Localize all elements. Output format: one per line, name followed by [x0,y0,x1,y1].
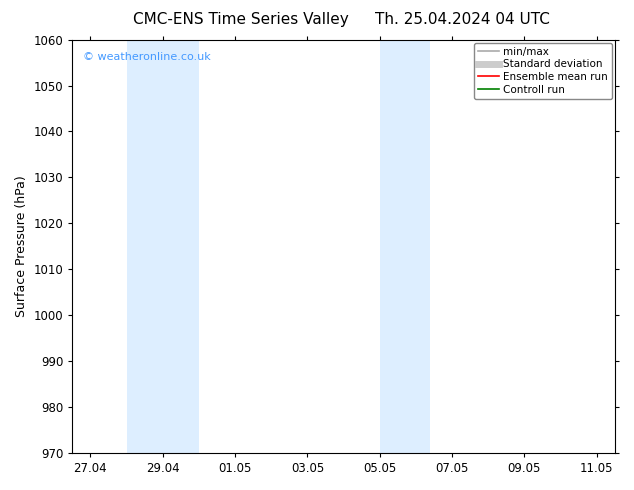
Bar [380,40,430,453]
Text: Th. 25.04.2024 04 UTC: Th. 25.04.2024 04 UTC [375,12,550,27]
Y-axis label: Surface Pressure (hPa): Surface Pressure (hPa) [15,175,28,317]
Bar [127,40,199,453]
Text: © weatheronline.co.uk: © weatheronline.co.uk [83,52,211,62]
Legend: min/max, Standard deviation, Ensemble mean run, Controll run: min/max, Standard deviation, Ensemble me… [474,43,612,99]
Text: CMC-ENS Time Series Valley: CMC-ENS Time Series Valley [133,12,349,27]
